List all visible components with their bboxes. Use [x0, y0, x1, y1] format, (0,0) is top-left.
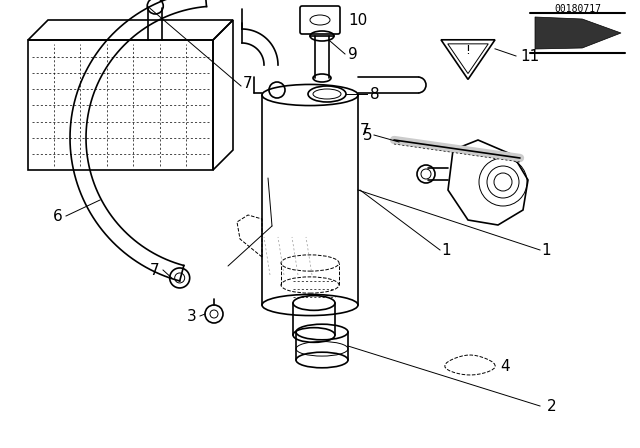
Text: 7: 7	[360, 122, 370, 138]
Text: 4: 4	[500, 358, 509, 374]
Text: 8: 8	[370, 86, 380, 102]
Text: 7: 7	[243, 76, 253, 90]
Text: 1: 1	[441, 242, 451, 258]
Text: 3: 3	[187, 309, 197, 323]
Text: 9: 9	[348, 47, 358, 61]
Bar	[28, 40, 213, 170]
Text: 10: 10	[348, 13, 367, 27]
Text: 5: 5	[362, 128, 372, 142]
Text: 7: 7	[150, 263, 160, 277]
Text: !: !	[465, 43, 470, 56]
Text: 00180717: 00180717	[554, 4, 602, 14]
Text: 6: 6	[53, 208, 63, 224]
Text: 2: 2	[547, 399, 557, 414]
Text: 11: 11	[520, 48, 540, 64]
Polygon shape	[535, 17, 621, 49]
Text: 1: 1	[541, 242, 551, 258]
